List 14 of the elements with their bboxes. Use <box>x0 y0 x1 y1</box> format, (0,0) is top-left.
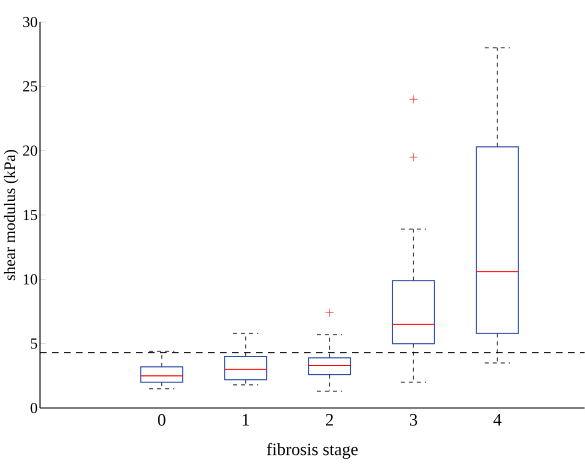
y-tick-label: 0 <box>30 402 38 414</box>
x-tick-label: 4 <box>493 414 502 426</box>
y-tick-label: 5 <box>30 338 38 349</box>
y-axis-title: shear modulus (kPa) <box>4 150 18 280</box>
y-tick-label: 25 <box>23 81 38 92</box>
x-tick-label: 1 <box>242 414 249 426</box>
y-tick-label: 10 <box>24 274 38 284</box>
y-tick-label: 20 <box>23 146 38 156</box>
x-tick-label: 3 <box>410 414 418 426</box>
y-tick-label: 15 <box>24 210 38 220</box>
x-tick-label: 2 <box>326 414 333 426</box>
x-tick-label: 0 <box>158 414 166 426</box>
x-axis-title: fibrosis stage <box>266 442 358 459</box>
y-tick-label: 30 <box>23 16 38 28</box>
